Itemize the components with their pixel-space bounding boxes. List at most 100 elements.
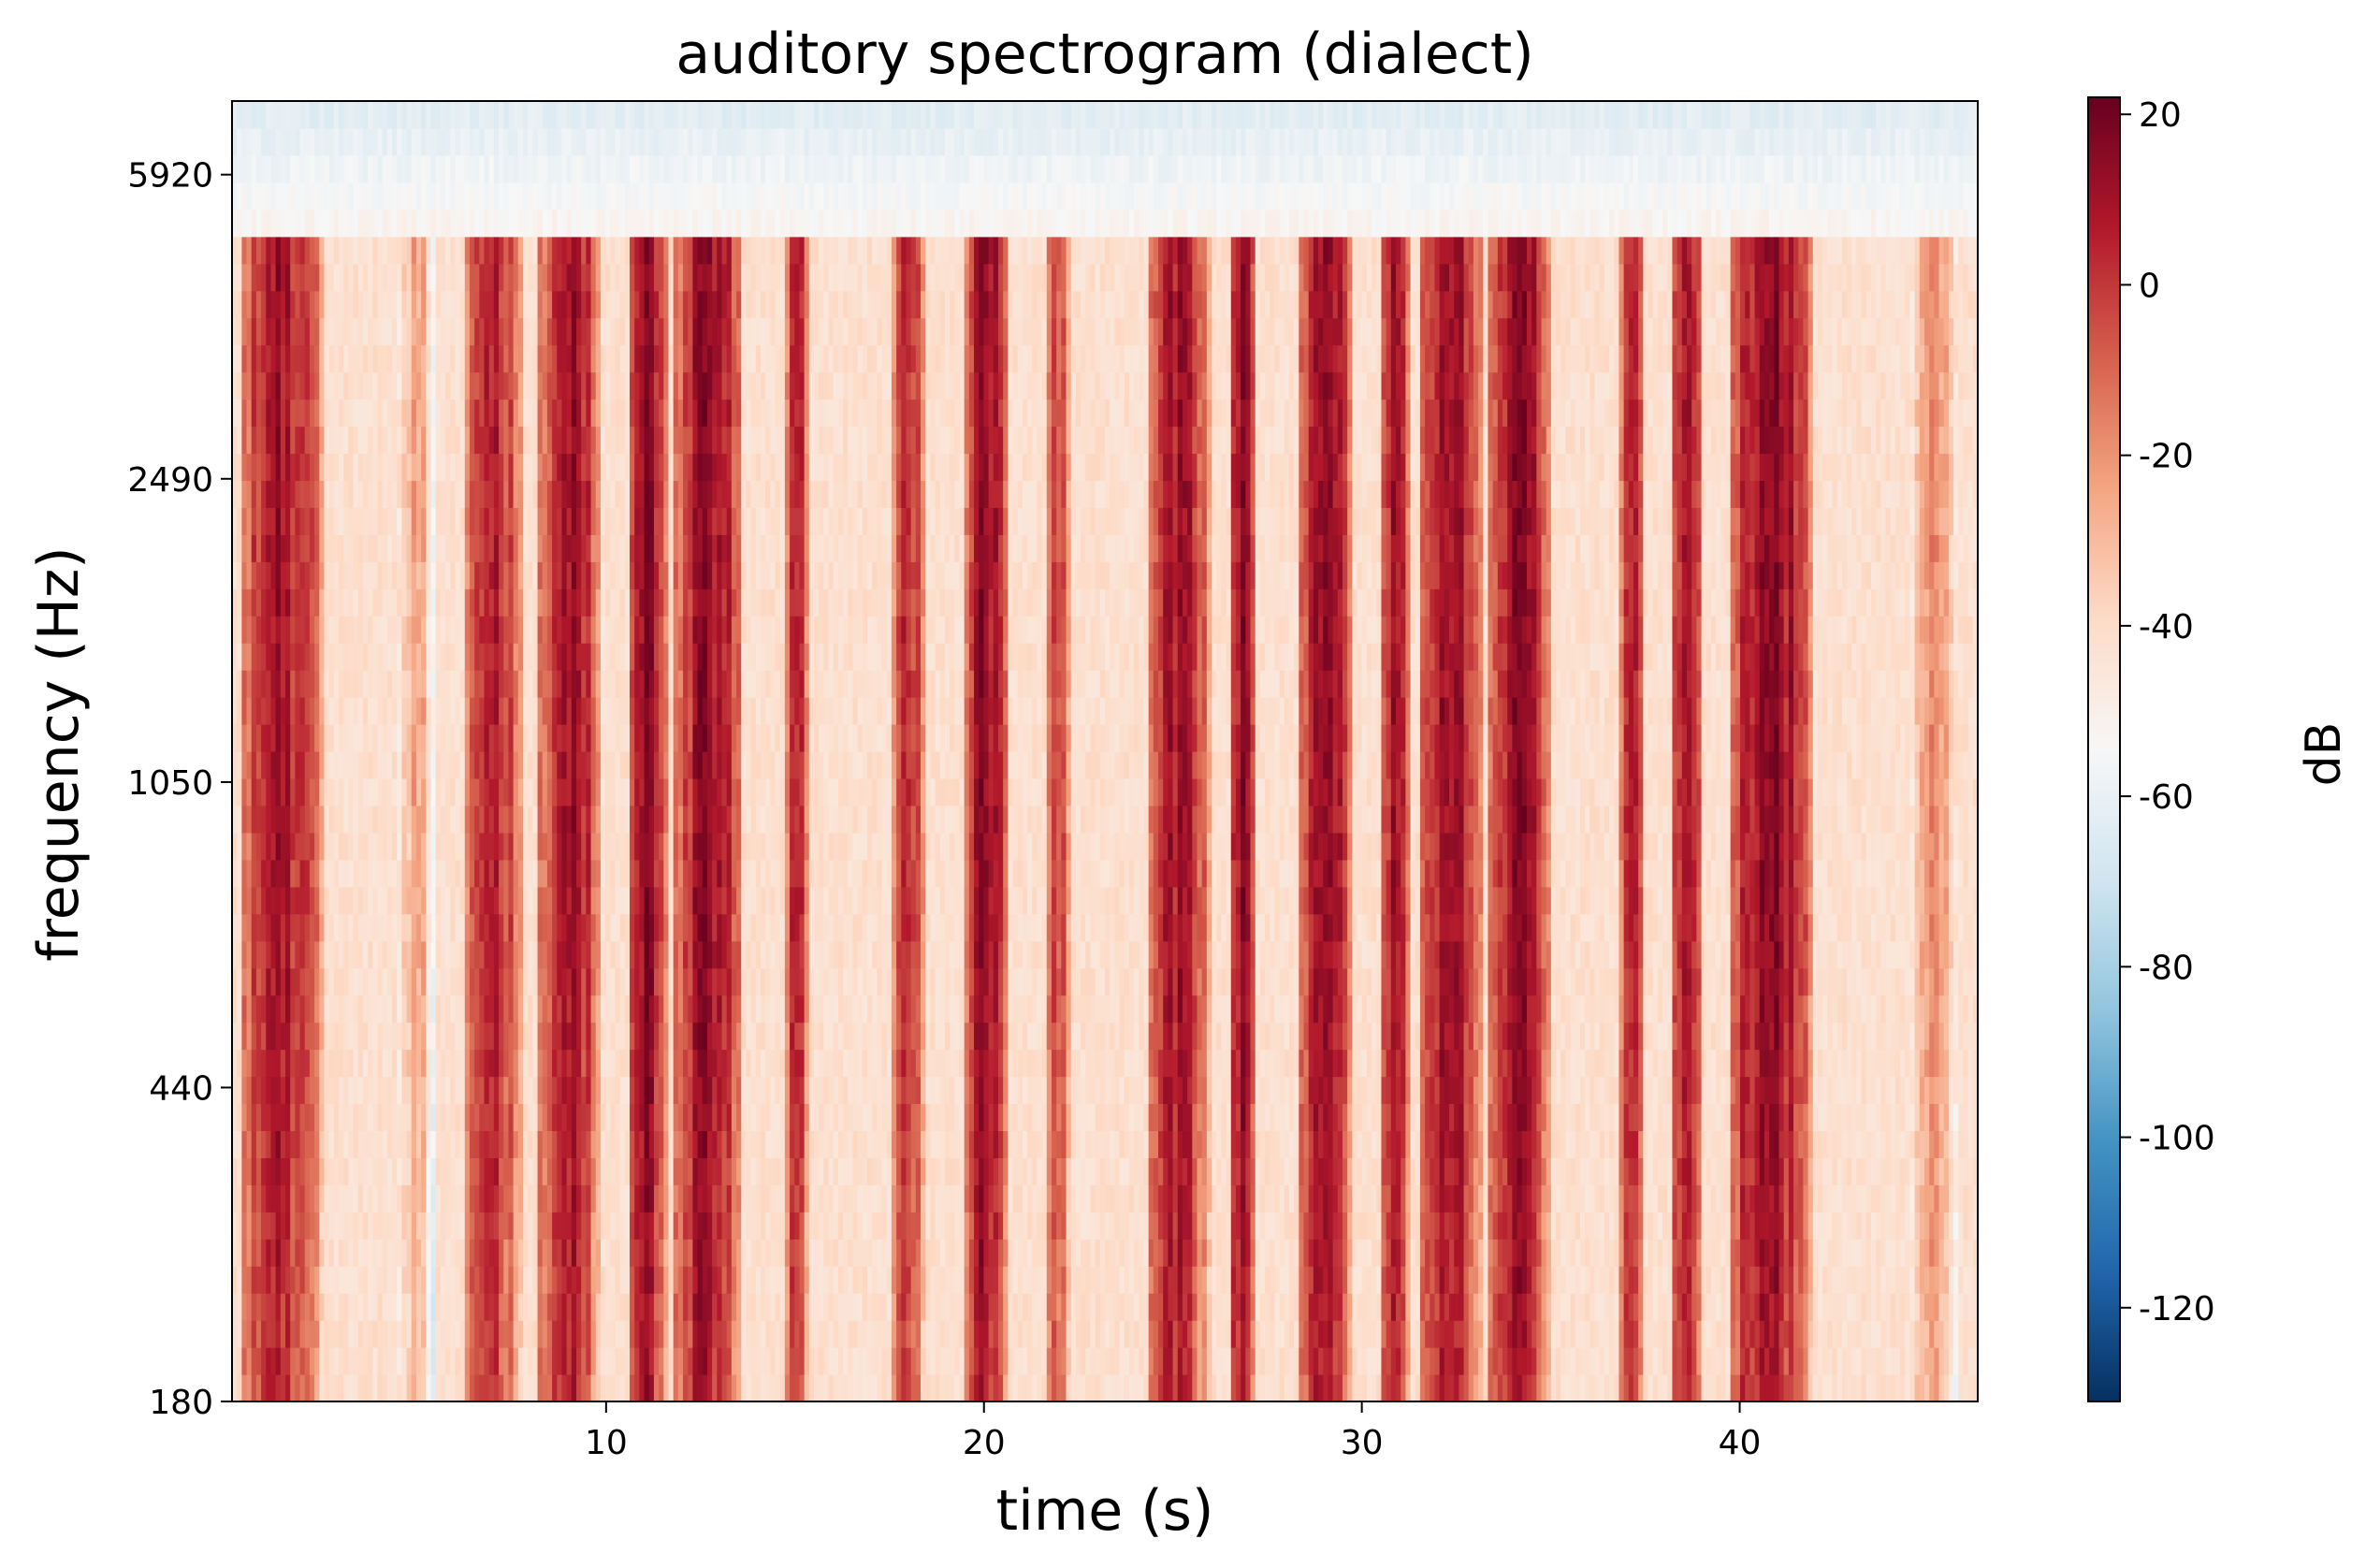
heatmap-cell [358,914,364,942]
heatmap-cell [674,453,679,481]
heatmap-cell [722,453,728,481]
heatmap-cell [358,561,364,589]
heatmap-cell [557,1374,562,1402]
heatmap-cell [528,101,533,129]
heatmap-cell [441,588,446,617]
heatmap-cell [460,914,466,942]
heatmap-cell [528,860,533,888]
heatmap-cell [339,1077,344,1105]
heatmap-cell [557,372,562,400]
heatmap-cell [256,1320,262,1348]
heatmap-cell [354,968,359,996]
heatmap-cell [363,1103,369,1131]
heatmap-cell [698,616,704,644]
heatmap-cell [368,778,373,806]
heatmap-cell [460,480,466,508]
heatmap-cell [358,372,364,400]
heatmap-cell [290,1266,296,1294]
heatmap-cell [508,860,514,888]
heatmap-cell [683,588,689,617]
heatmap-cell [256,182,262,211]
heatmap-cell [538,995,544,1024]
heatmap-cell [421,1320,427,1348]
heatmap-cell [634,345,640,373]
heatmap-cell [397,887,402,915]
heatmap-cell [368,507,373,535]
heatmap-cell [567,101,573,129]
heatmap-cell [591,264,597,292]
heatmap-cell [285,264,291,292]
heatmap-cell [547,1050,553,1078]
heatmap-cell [310,399,315,428]
heatmap-cell [698,643,704,671]
heatmap-cell [707,751,713,779]
heatmap-cell [528,1130,533,1158]
heatmap-cell [669,806,675,834]
heatmap-cell [663,1239,669,1267]
heatmap-cell [407,616,413,644]
heatmap-cell [387,887,393,915]
heatmap-cell [567,751,573,779]
heatmap-cell [649,507,655,535]
heatmap-cell [586,453,591,481]
heatmap-cell [300,372,306,400]
heatmap-cell [659,806,664,834]
heatmap-cell [378,453,384,481]
heatmap-cell [407,1266,413,1294]
heatmap-cell [567,588,573,617]
heatmap-cell [712,1103,718,1131]
heatmap-cell [669,210,675,238]
heatmap-cell [669,318,675,346]
heatmap-cell [586,507,591,535]
heatmap-cell [431,128,437,156]
heatmap-cell [683,291,689,319]
heatmap-cell [659,318,664,346]
heatmap-cell [634,507,640,535]
heatmap-cell [372,1103,378,1131]
heatmap-cell [494,724,500,752]
heatmap-cell [586,561,591,589]
heatmap-cell [514,291,519,319]
heatmap-cell [383,751,388,779]
heatmap-cell [319,1266,325,1294]
heatmap-cell [727,237,733,265]
heatmap-cell [659,968,664,996]
heatmap-cell [581,806,587,834]
heatmap-cell [290,534,296,562]
heatmap-cell [324,155,329,183]
heatmap-cell [508,453,514,481]
heatmap-cell [581,724,587,752]
heatmap-cell [649,1157,655,1185]
heatmap-cell [368,155,373,183]
heatmap-cell [421,995,427,1024]
heatmap-cell [523,914,529,942]
heatmap-cell [290,561,296,589]
heatmap-cell [561,1103,567,1131]
heatmap-cell [285,210,291,238]
heatmap-cell [499,1023,504,1051]
heatmap-cell [634,1023,640,1051]
heatmap-cell [625,427,631,455]
heatmap-cell [654,318,660,346]
heatmap-cell [591,806,597,834]
heatmap-cell [378,182,384,211]
heatmap-cell [247,806,253,834]
heatmap-cell [237,1184,242,1212]
heatmap-cell [416,1184,422,1212]
heatmap-cell [270,914,276,942]
heatmap-cell [270,399,276,428]
heatmap-cell [674,751,679,779]
heatmap-cell [645,399,650,428]
heatmap-cell [441,1077,446,1105]
heatmap-cell [252,1374,257,1402]
heatmap-cell [295,833,300,861]
heatmap-cell [285,101,291,129]
heatmap-cell [247,480,253,508]
heatmap-cell [479,1212,485,1240]
heatmap-cell [460,237,466,265]
heatmap-cell [445,345,451,373]
heatmap-cell [421,860,427,888]
heatmap-cell [416,1212,422,1240]
heatmap-cell [479,1293,485,1321]
heatmap-cell [625,670,631,698]
